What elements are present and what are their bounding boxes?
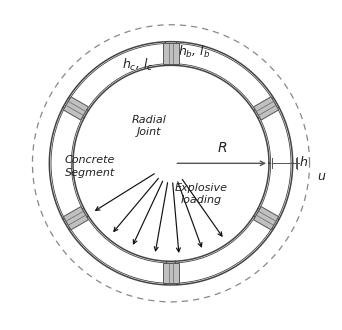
Text: $R$: $R$ — [217, 141, 227, 155]
Polygon shape — [163, 263, 179, 283]
Polygon shape — [63, 207, 88, 230]
Text: $u$: $u$ — [317, 170, 327, 183]
Polygon shape — [254, 207, 279, 230]
Polygon shape — [254, 97, 279, 120]
Polygon shape — [63, 97, 88, 120]
Text: Concrete
Segment: Concrete Segment — [65, 155, 115, 178]
Text: $h_c$, $l_c$: $h_c$, $l_c$ — [122, 57, 153, 73]
Text: $h_b$, $l_b$: $h_b$, $l_b$ — [179, 44, 211, 60]
Polygon shape — [163, 44, 179, 64]
Text: Explosive
loading: Explosive loading — [175, 182, 228, 205]
Text: Radial
Joint: Radial Joint — [132, 115, 167, 137]
Text: $h$: $h$ — [299, 155, 308, 169]
